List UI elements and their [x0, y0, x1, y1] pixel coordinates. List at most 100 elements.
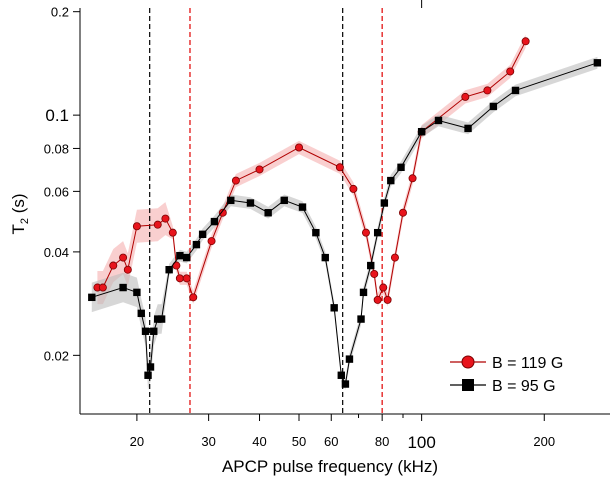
data-point — [359, 288, 368, 297]
data-point — [483, 86, 492, 95]
data-point — [506, 67, 515, 76]
data-point — [255, 165, 264, 174]
y-axis-label: T2 (s) — [9, 193, 31, 234]
series-line-2 — [91, 62, 598, 386]
data-point — [379, 283, 388, 292]
data-point — [341, 380, 350, 388]
data-point — [312, 228, 320, 237]
y-tick-label: 0.04 — [44, 245, 69, 260]
x-tick-label: 200 — [533, 434, 555, 449]
data-point — [380, 199, 389, 207]
data-point — [298, 203, 307, 211]
data-point — [146, 363, 155, 371]
data-point — [408, 174, 417, 183]
x-axis-label: APCP pulse frequency (kHz) — [222, 457, 438, 476]
data-point — [373, 228, 382, 237]
data-point — [154, 315, 162, 323]
data-point — [153, 220, 162, 229]
data-point — [168, 228, 177, 237]
data-point — [390, 253, 399, 262]
data-point — [119, 253, 128, 262]
data-point — [464, 124, 472, 133]
data-point — [165, 266, 173, 274]
data-point — [157, 315, 166, 323]
data-point — [150, 327, 158, 335]
data-point — [383, 295, 392, 304]
data-point — [461, 92, 470, 101]
data-point — [207, 237, 216, 246]
data-point — [161, 214, 170, 223]
data-point — [521, 37, 530, 46]
data-point — [175, 274, 184, 283]
legend-marker-circle — [461, 355, 475, 369]
data-point — [361, 228, 370, 237]
data-point — [176, 251, 184, 260]
y-tick-label: 0.08 — [44, 141, 69, 156]
data-point — [231, 176, 240, 185]
x-tick-label: 50 — [292, 434, 306, 449]
x-tick-label: 60 — [324, 434, 338, 449]
data-point — [182, 253, 191, 262]
data-series — [88, 37, 602, 388]
legend-label-2: B = 95 G — [492, 378, 556, 395]
data-point — [88, 293, 96, 302]
data-point — [133, 288, 141, 297]
data-point — [246, 199, 255, 207]
data-point — [123, 265, 132, 274]
x-tick-label: 40 — [252, 434, 266, 449]
y-tick-label: 0.1 — [45, 106, 69, 125]
y-axis-label-sub: 2 — [19, 218, 31, 224]
data-point — [349, 184, 358, 193]
x-tick-label: 30 — [201, 434, 215, 449]
data-point — [137, 309, 145, 318]
series-line-1 — [97, 41, 527, 302]
legend-marker-square — [462, 379, 474, 391]
y-tick-label: 0.2 — [51, 5, 69, 20]
legend: B = 119 G B = 95 G — [450, 355, 563, 395]
svg-text:T2 (s): T2 (s) — [9, 193, 31, 234]
data-point — [227, 196, 235, 205]
x-tick-label: 100 — [407, 433, 435, 452]
data-point — [593, 59, 602, 67]
data-point — [141, 327, 150, 335]
data-point — [345, 355, 354, 363]
x-tick-label: 80 — [375, 434, 389, 449]
data-point — [198, 230, 207, 239]
data-point — [218, 208, 227, 217]
data-point — [489, 102, 498, 111]
y-tick-label: 0.02 — [44, 348, 69, 363]
data-point — [132, 222, 141, 231]
data-point — [357, 315, 365, 323]
data-point — [367, 261, 375, 270]
data-point — [321, 253, 329, 262]
data-point — [370, 269, 379, 278]
data-point — [417, 127, 426, 136]
data-point — [119, 283, 127, 292]
data-point — [398, 208, 407, 217]
data-point — [109, 261, 118, 270]
axes: 20 30 40 50 60 80 100 200 0.02 0.04 0.06 0.08 0.1 0.2 — [44, 0, 610, 452]
y-axis-label-unit: (s) — [9, 193, 28, 218]
data-point — [330, 304, 338, 312]
data-point — [387, 176, 395, 185]
data-point — [295, 143, 304, 152]
data-point — [397, 163, 405, 172]
data-point — [434, 116, 443, 125]
data-point — [264, 209, 272, 217]
data-point — [189, 293, 198, 302]
data-point — [335, 163, 344, 172]
data-point — [144, 371, 152, 379]
data-point — [280, 196, 288, 205]
x-tick-label: 20 — [130, 434, 144, 449]
series-band-1 — [97, 34, 526, 307]
data-point — [511, 86, 520, 95]
data-point — [373, 295, 382, 304]
data-point — [182, 274, 191, 283]
data-point — [192, 240, 201, 249]
legend-label-1: B = 119 G — [492, 355, 563, 372]
data-point — [98, 283, 107, 292]
data-point — [210, 217, 219, 226]
data-point — [337, 371, 345, 379]
y-tick-label: 0.06 — [44, 184, 69, 199]
